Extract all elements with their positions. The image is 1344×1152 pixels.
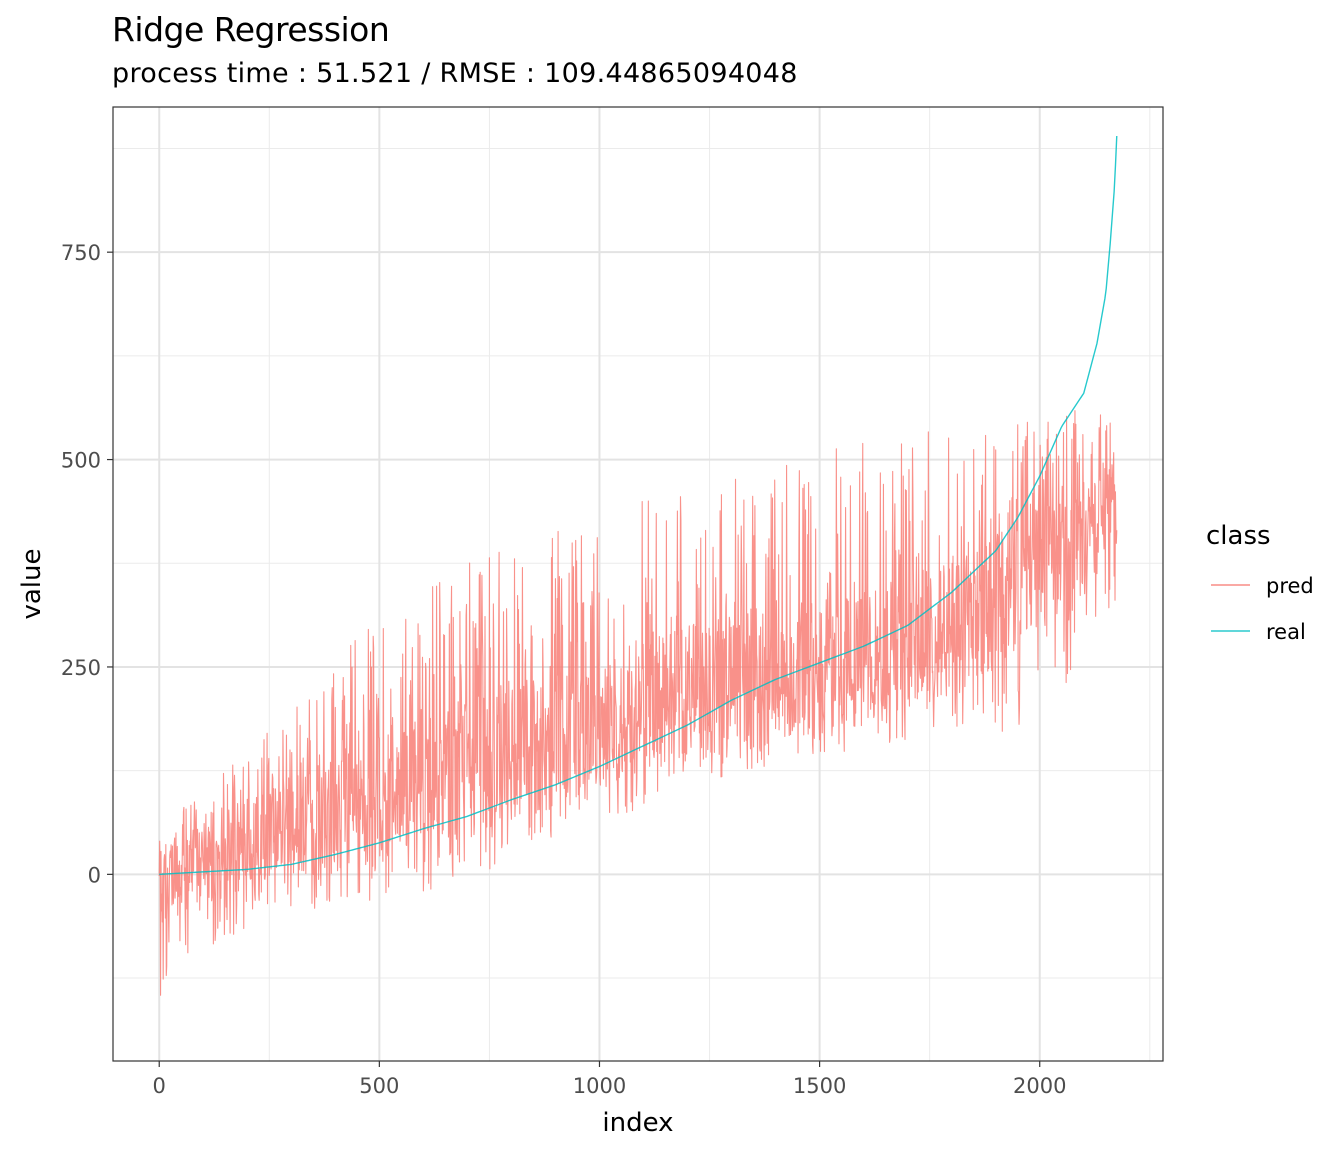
y-axis-title: value — [17, 548, 47, 619]
legend: class pred real — [1206, 521, 1314, 644]
real-line — [159, 135, 1118, 876]
y-tick-label: 750 — [61, 241, 101, 265]
legend-title: class — [1206, 521, 1271, 551]
legend-label-pred: pred — [1266, 574, 1314, 598]
x-tick-label: 2000 — [1013, 1074, 1066, 1098]
x-tick-label: 1000 — [573, 1074, 626, 1098]
x-axis-title: index — [602, 1108, 673, 1138]
series-pred — [158, 410, 1118, 996]
series-real — [159, 135, 1118, 876]
chart-title: Ridge Regression — [112, 10, 390, 49]
y-axis: 0 250 500 750 — [61, 241, 113, 887]
chart-subtitle: process time : 51.521 / RMSE : 109.44865… — [112, 58, 798, 89]
y-tick-label: 500 — [61, 449, 101, 473]
y-tick-label: 0 — [88, 863, 101, 887]
x-tick-label: 500 — [359, 1074, 399, 1098]
y-tick-label: 250 — [61, 656, 101, 680]
x-axis: 0 500 1000 1500 2000 — [153, 1061, 1066, 1098]
x-tick-label: 1500 — [793, 1074, 846, 1098]
minor-gridlines — [113, 107, 1163, 1061]
x-tick-label: 0 — [153, 1074, 166, 1098]
pred-line — [158, 410, 1118, 996]
plot-panel-border — [112, 106, 1164, 1062]
legend-label-real: real — [1266, 620, 1306, 644]
